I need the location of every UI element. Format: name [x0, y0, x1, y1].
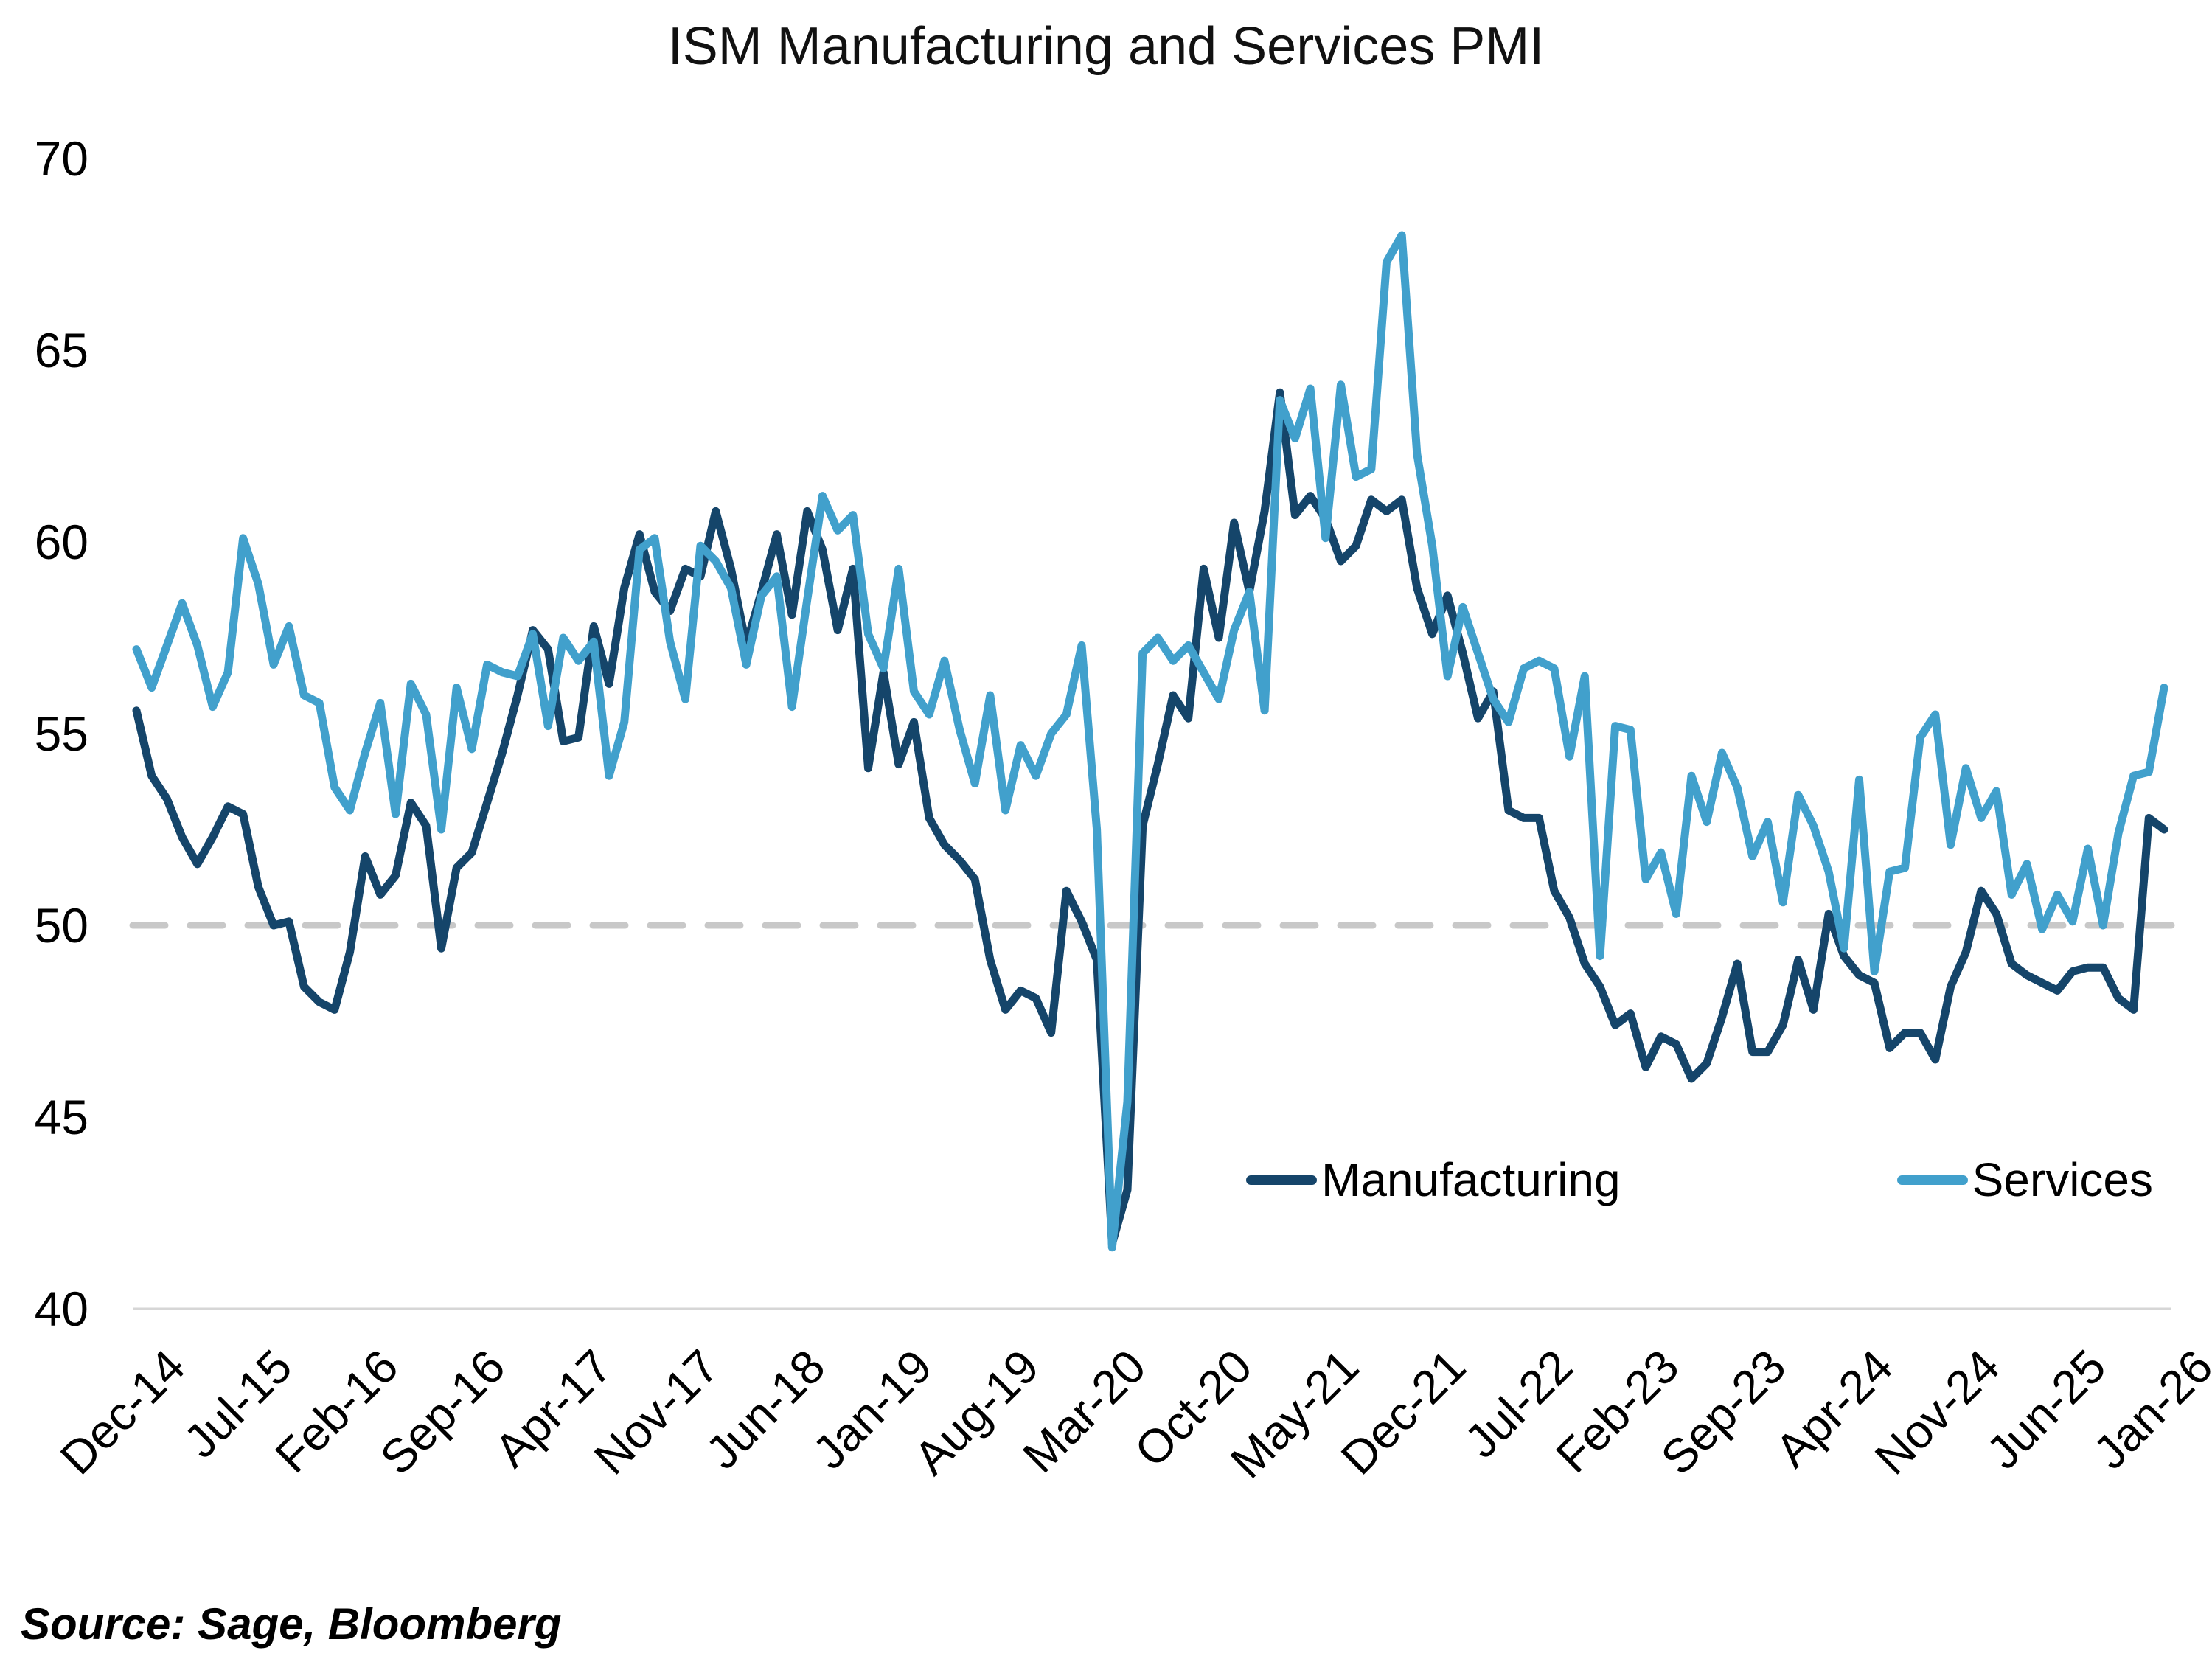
legend-label-services: Services — [1972, 1153, 2153, 1206]
legend: Manufacturing Services — [1246, 1150, 2153, 1209]
legend-item-services: Services — [1896, 1152, 2153, 1207]
y-axis-tick-label: 60 — [34, 515, 88, 569]
chart-title: ISM Manufacturing and Services PMI — [667, 17, 1545, 76]
y-axis-tick-label: 70 — [34, 131, 88, 186]
source-note: Source: Sage, Bloomberg — [21, 1599, 562, 1649]
legend-label-manufacturing: Manufacturing — [1321, 1153, 1621, 1206]
legend-swatch-manufacturing — [1246, 1175, 1317, 1185]
y-axis-tick-label: 40 — [34, 1281, 88, 1336]
services-line — [132, 231, 2168, 1252]
legend-item-manufacturing: Manufacturing — [1246, 1152, 1621, 1207]
legend-swatch-services — [1896, 1175, 1968, 1185]
y-axis-tick-label: 65 — [34, 323, 88, 378]
y-axis-tick-label: 50 — [34, 898, 88, 953]
y-axis-tick-label: 55 — [34, 706, 88, 761]
manufacturing-line — [132, 388, 2168, 1248]
y-axis-tick-label: 45 — [34, 1090, 88, 1144]
